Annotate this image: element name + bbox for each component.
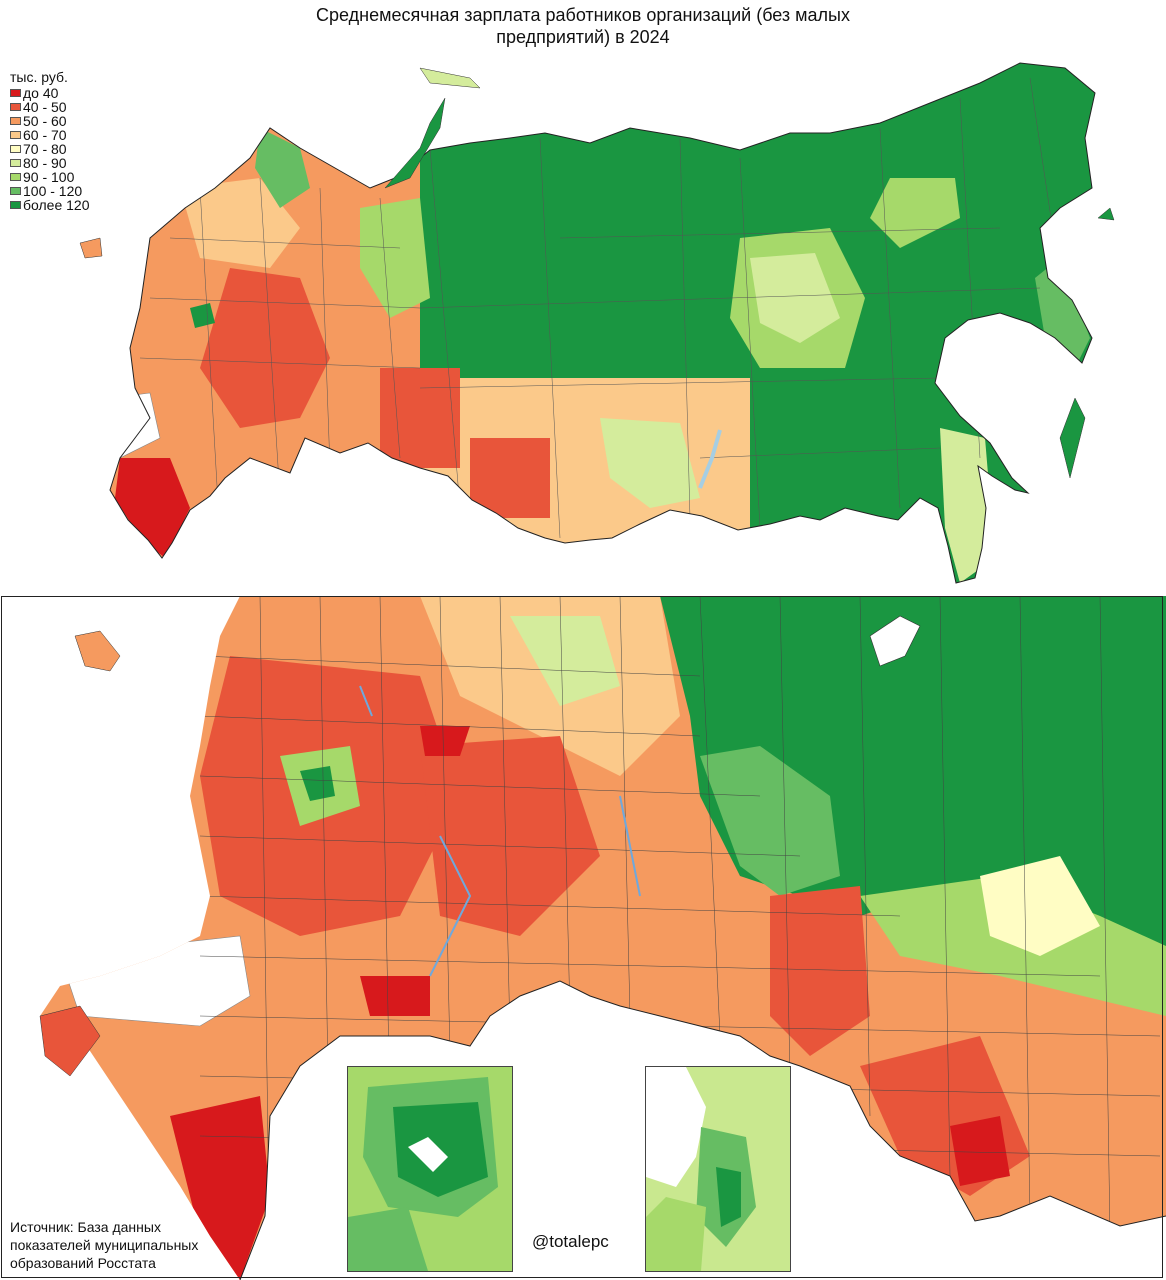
- legend-swatch: [10, 159, 21, 167]
- zoom-orenburg-fill: [770, 886, 870, 1056]
- franz-josef-land: [419, 67, 481, 89]
- lake-baikal: [698, 429, 722, 489]
- central-volga-fill: [200, 268, 330, 428]
- yakutia-inner-fill: [750, 253, 840, 343]
- source-note: Источник: База данных показателей муници…: [10, 1219, 199, 1271]
- title-line-2: предприятий) в 2024: [496, 27, 670, 47]
- murmansk-karelia-fill: [255, 128, 310, 208]
- petersburg-inset-map: [646, 1067, 790, 1271]
- legend-swatch: [10, 131, 21, 139]
- petersburg-center-fill: [716, 1167, 741, 1227]
- legend-item: 40 - 50: [10, 100, 90, 114]
- legend-label: 40 - 50: [23, 99, 67, 115]
- kuril-islands: [1059, 397, 1086, 479]
- legend-label: 70 - 80: [23, 141, 67, 157]
- kamchatka-fill: [1035, 258, 1090, 368]
- zoom-tomsk-fill: [980, 856, 1100, 956]
- legend-swatch: [10, 89, 21, 97]
- moscow-inset-south-fill: [348, 1207, 428, 1271]
- moscow-inset-map: [348, 1067, 512, 1271]
- map-legend: тыс. руб. до 40 40 - 50 50 - 60 60 - 70 …: [10, 70, 90, 212]
- arkhangelsk-komi-fill: [360, 198, 430, 318]
- novaya-zemlya: [384, 97, 446, 189]
- gulf-of-finland: [646, 1067, 706, 1187]
- legend-item: более 120: [10, 198, 90, 212]
- legend-label: 90 - 100: [23, 169, 75, 185]
- zoom-altai-red-fill: [950, 1116, 1010, 1186]
- legend-item: 50 - 60: [10, 114, 90, 128]
- komandorskie-islands: [1097, 207, 1115, 221]
- northwest-fill: [180, 178, 300, 268]
- orenburg-fill: [380, 368, 460, 468]
- zoom-yamal-south-fill: [700, 746, 840, 896]
- moscow-inset: [347, 1066, 513, 1272]
- legend-swatch: [10, 145, 21, 153]
- legend-item: 100 - 120: [10, 184, 90, 198]
- primorye-fill: [940, 428, 995, 583]
- zoom-southern-border: [239, 980, 1166, 1280]
- zoom-kaliningrad: [74, 630, 121, 672]
- legend-swatch: [10, 201, 21, 209]
- zoom-crimea: [39, 1005, 101, 1077]
- legend-swatch: [10, 117, 21, 125]
- zoom-siberia-south-fill: [860, 876, 1166, 1016]
- legend-swatch: [10, 187, 21, 195]
- legend-label: 100 - 120: [23, 183, 83, 199]
- zoom-kazakh-border-red-fill: [360, 976, 430, 1016]
- district-borders: [139, 77, 1061, 539]
- north-caucasus-fill: [115, 458, 190, 558]
- author-handle: @totalepc: [532, 1232, 609, 1251]
- zoom-moscow-fill: [300, 766, 335, 801]
- petersburg-inset: [645, 1066, 791, 1272]
- moscow-inset-gap: [408, 1137, 448, 1172]
- zoom-caucasus-fill: [170, 1096, 270, 1280]
- ob-bay: [869, 615, 921, 667]
- zoom-kostroma-red-fill: [420, 726, 470, 756]
- legend-label: до 40: [23, 85, 59, 101]
- legend-item: до 40: [10, 86, 90, 100]
- kaliningrad: [79, 237, 103, 259]
- petersburg-southwest-fill: [646, 1197, 706, 1271]
- title-line-1: Среднемесячная зарплата работников орган…: [316, 5, 850, 25]
- russia-outline: [109, 62, 1096, 584]
- regions-layer: [110, 63, 1095, 583]
- legend-label: 60 - 70: [23, 127, 67, 143]
- zoom-frame: [1, 596, 1163, 1278]
- map-title: Среднемесячная зарплата работников орган…: [230, 4, 936, 48]
- legend-item: 80 - 90: [10, 156, 90, 170]
- zoom-komi-fill: [510, 616, 620, 706]
- moscow-fill: [190, 303, 215, 328]
- legend-swatch: [10, 173, 21, 181]
- irkutsk-fill: [600, 418, 700, 508]
- altai-fill: [470, 438, 550, 518]
- legend-label: более 120: [23, 197, 90, 213]
- legend-item: 60 - 70: [10, 128, 90, 142]
- legend-label: 80 - 90: [23, 155, 67, 171]
- legend-item: 70 - 80: [10, 142, 90, 156]
- legend-label: 50 - 60: [23, 113, 67, 129]
- european-russia-zoom-map: [0, 596, 1166, 1280]
- russia-overview-map: [79, 62, 1115, 584]
- legend-swatch: [10, 103, 21, 111]
- legend-unit: тыс. руб.: [10, 69, 68, 85]
- legend-item: 90 - 100: [10, 170, 90, 184]
- zoom-rivers: [359, 685, 641, 977]
